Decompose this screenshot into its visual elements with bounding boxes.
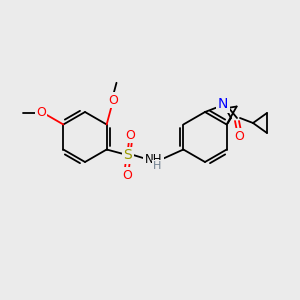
Text: NH: NH	[145, 153, 162, 166]
Text: O: O	[36, 106, 46, 119]
Text: O: O	[125, 129, 135, 142]
Text: H: H	[153, 161, 162, 171]
Text: S: S	[124, 148, 132, 162]
Text: O: O	[234, 130, 244, 142]
Text: O: O	[122, 169, 132, 182]
Text: N: N	[218, 97, 228, 111]
Text: O: O	[108, 94, 118, 107]
